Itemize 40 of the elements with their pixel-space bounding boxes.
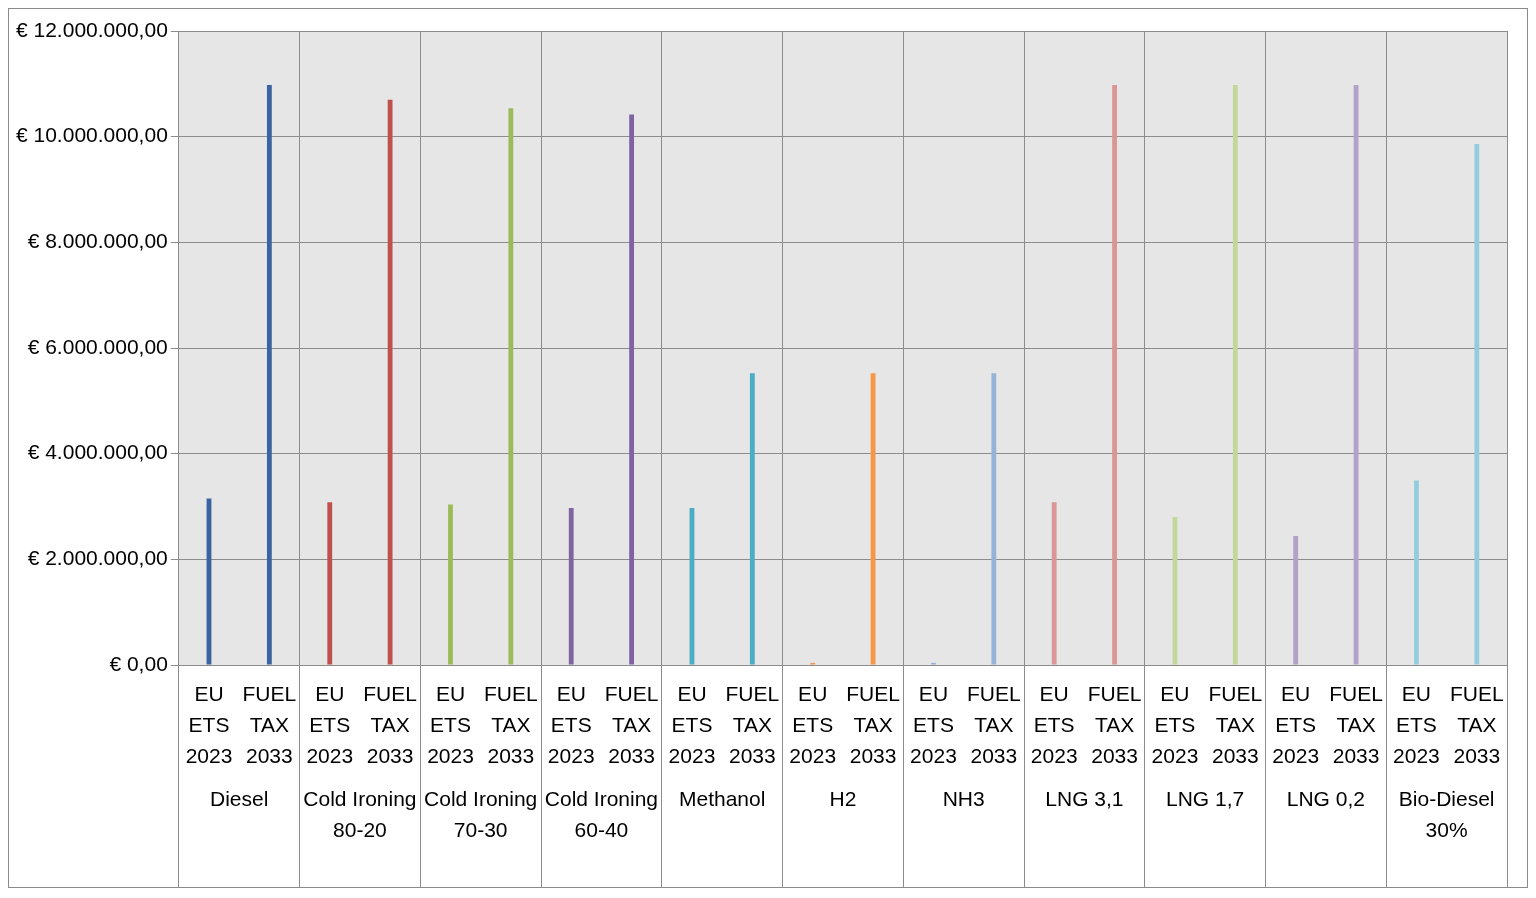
x-tick-label: H2 bbox=[829, 787, 857, 811]
text: FUEL TAX 2033 bbox=[725, 682, 780, 768]
series-label: FUEL TAX 2033 bbox=[846, 682, 900, 768]
y-tick-label: € 10.000.000,00 bbox=[16, 123, 168, 147]
text: EU ETS 2023 bbox=[668, 682, 716, 768]
y-tick-label: € 4.000.000,00 bbox=[27, 440, 168, 464]
text: FUEL TAX 2033 bbox=[604, 682, 659, 768]
x-tick-label: NH3 bbox=[942, 787, 985, 811]
text: FUEL TAX 2033 bbox=[484, 682, 538, 768]
text: EU ETS 2023 bbox=[1151, 682, 1199, 768]
text: FUEL TAX 2033 bbox=[1329, 682, 1383, 768]
text: EU ETS 2023 bbox=[306, 682, 354, 768]
series-label: EU ETS 2023 bbox=[547, 682, 595, 768]
text: EU ETS 2023 bbox=[789, 682, 837, 768]
x-tick-label: Cold Ironing 70-30 bbox=[424, 787, 538, 842]
text: EU ETS 2023 bbox=[427, 682, 474, 768]
x-tick-label: LNG 0,2 bbox=[1286, 787, 1365, 811]
y-tick-label: € 12.000.000,00 bbox=[16, 17, 168, 41]
text: EU ETS 2023 bbox=[1393, 682, 1440, 768]
text: FUEL TAX 2033 bbox=[242, 682, 297, 768]
y-tick-label: € 2.000.000,00 bbox=[27, 546, 168, 570]
x-tick-label: LNG 3,1 bbox=[1045, 787, 1124, 811]
text: FUEL TAX 2033 bbox=[1449, 682, 1504, 768]
x-tick-label: Bio-Diesel 30% bbox=[1398, 787, 1495, 842]
x-tick-label: Cold Ironing 60-40 bbox=[544, 787, 659, 842]
y-tick-label: € 6.000.000,00 bbox=[27, 334, 168, 358]
x-tick-label: Cold Ironing 80-20 bbox=[303, 787, 417, 842]
text: EU ETS 2023 bbox=[185, 682, 233, 768]
text: FUEL TAX 2033 bbox=[363, 682, 417, 768]
y-tick-label: € 0,00 bbox=[109, 651, 168, 675]
y-tick-label: € 8.000.000,00 bbox=[27, 229, 168, 253]
x-tick-label: Diesel bbox=[210, 787, 269, 811]
text: EU ETS 2023 bbox=[910, 682, 957, 768]
text: FUEL TAX 2033 bbox=[966, 682, 1021, 768]
text: FUEL TAX 2033 bbox=[1208, 682, 1263, 768]
text: EU ETS 2023 bbox=[1272, 682, 1320, 768]
x-tick-label: Methanol bbox=[678, 787, 766, 811]
text: EU ETS 2023 bbox=[1030, 682, 1078, 768]
x-tick-label: LNG 1,7 bbox=[1166, 787, 1245, 811]
text: FUEL TAX 2033 bbox=[1087, 682, 1142, 768]
